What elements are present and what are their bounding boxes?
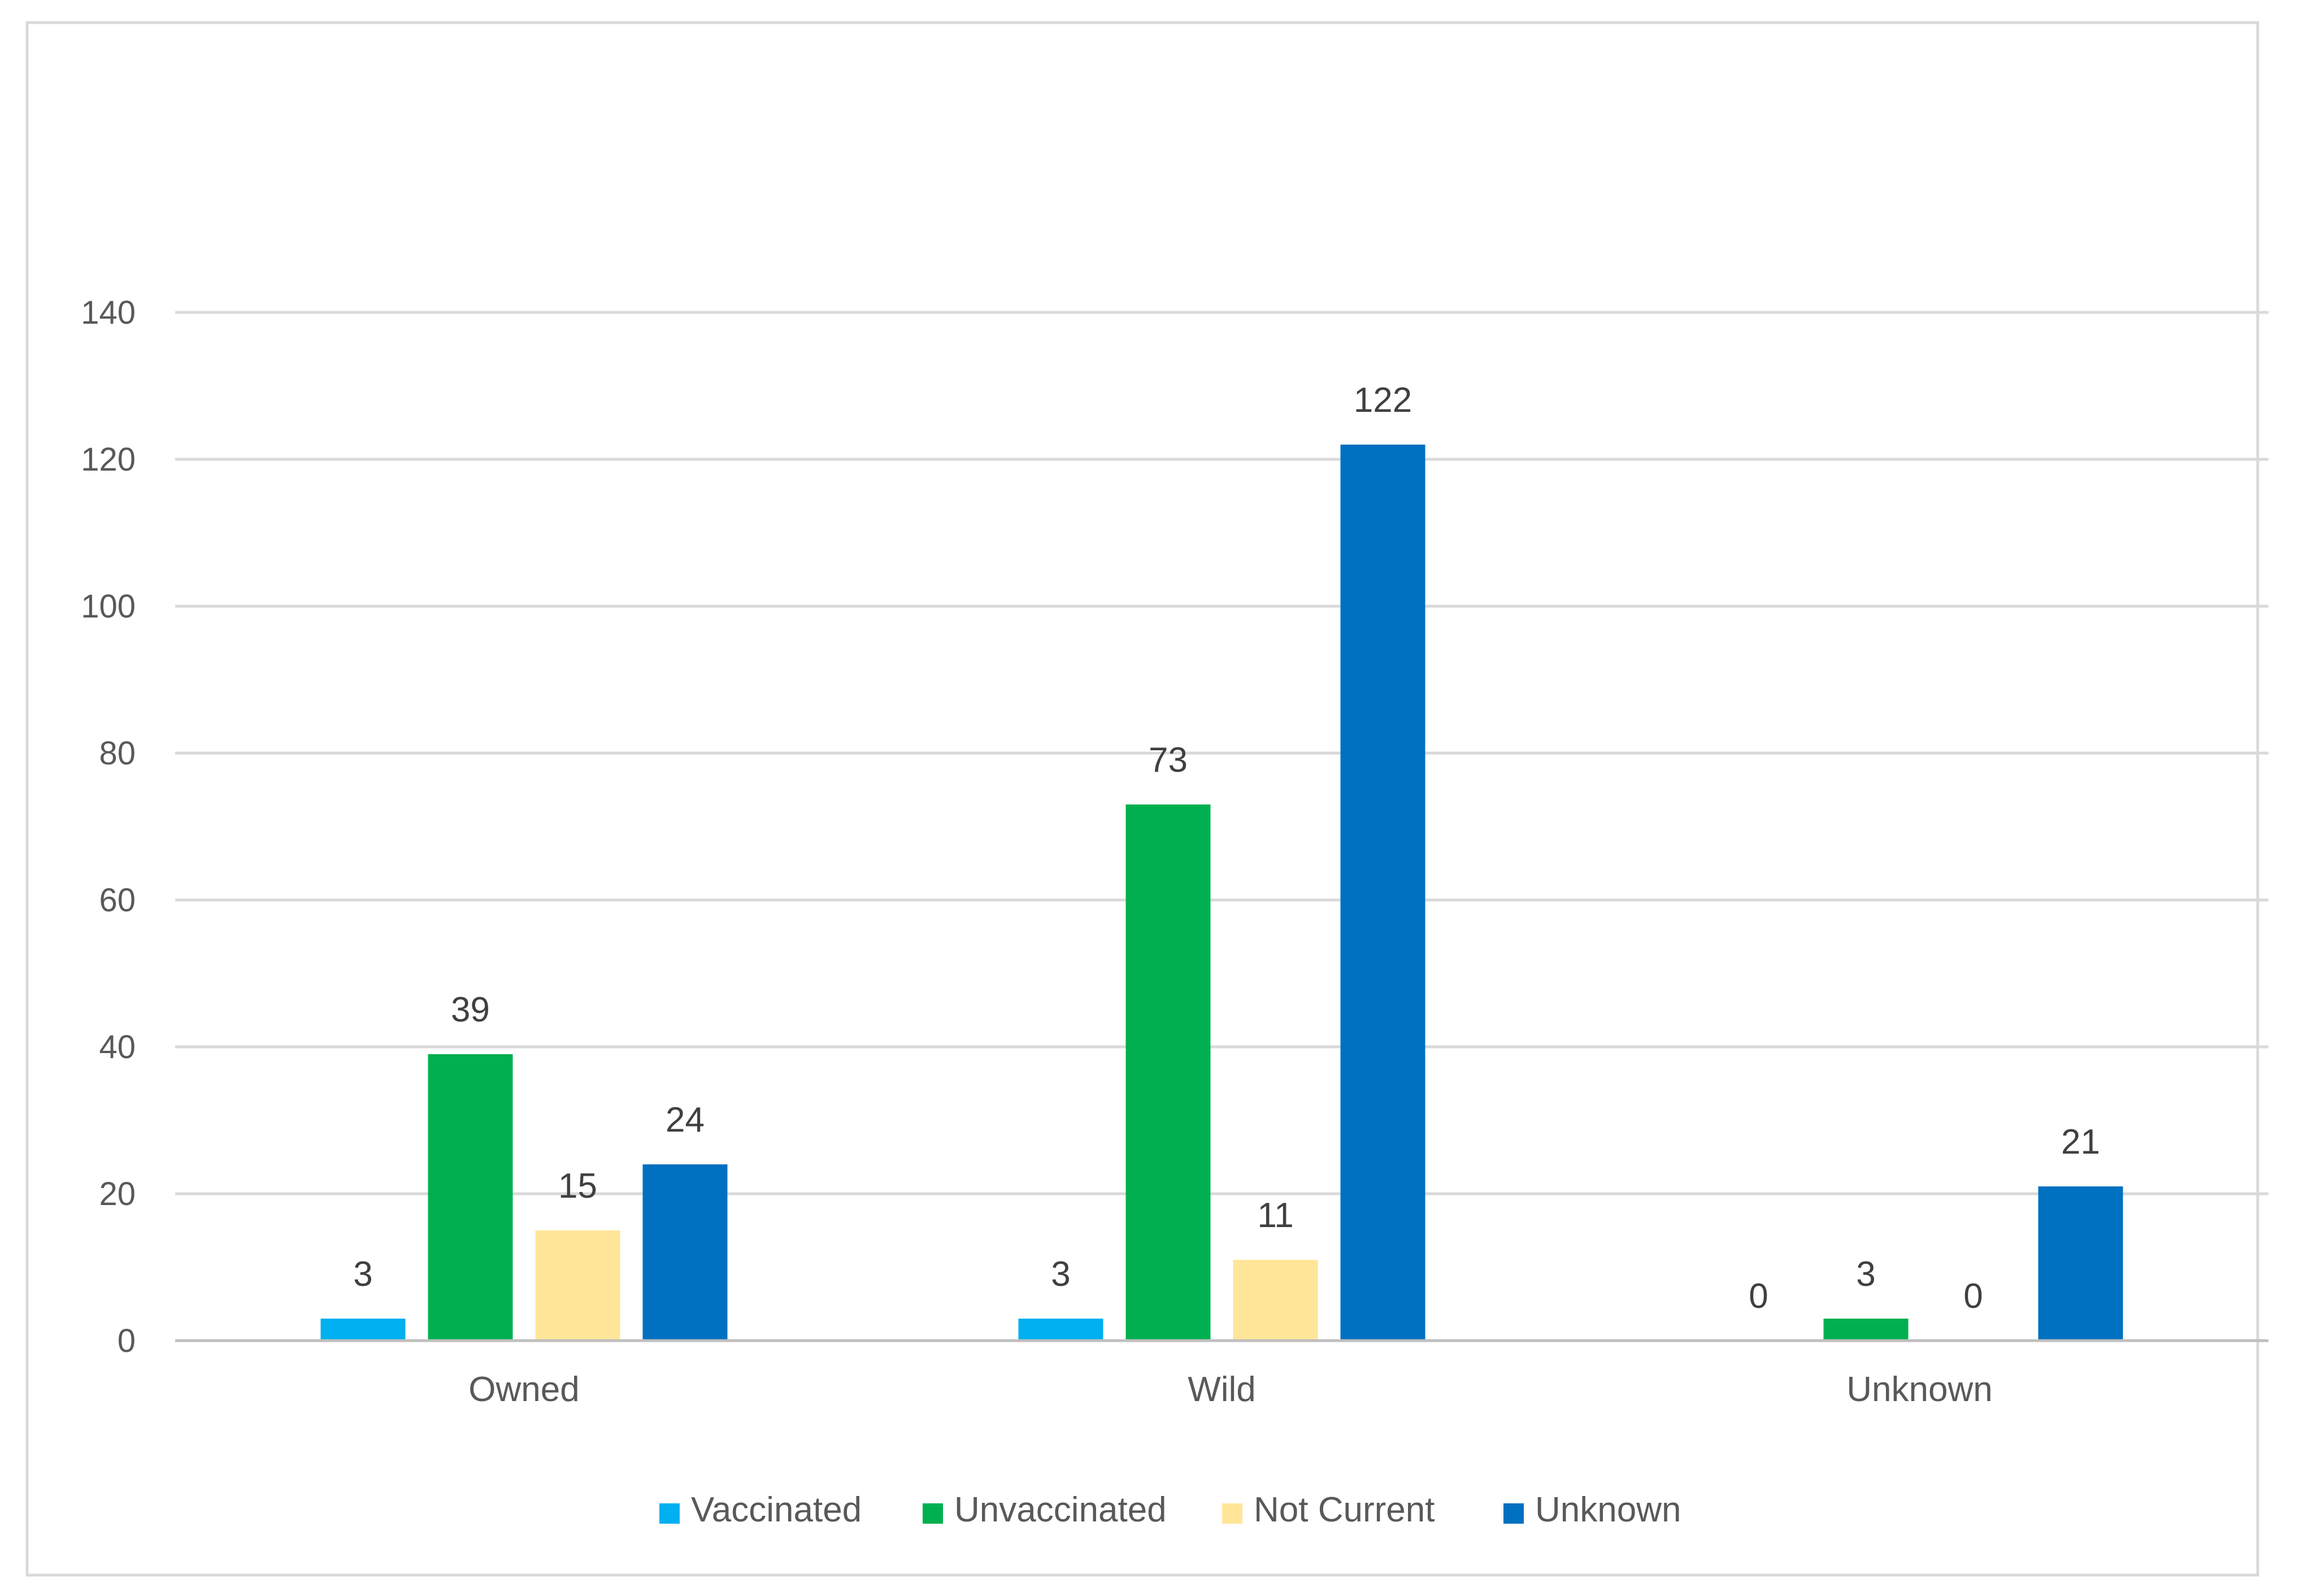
bar-unvaccinated-unknown — [1823, 1319, 1909, 1341]
legend-item-unknown: Unknown — [1503, 1490, 1681, 1529]
legend-label: Not Current — [1254, 1490, 1435, 1529]
x-axis-category-labels: Owned Wild Unknown — [468, 1370, 1992, 1409]
data-label: 0 — [1963, 1277, 1983, 1316]
legend-item-vaccinated: Vaccinated — [659, 1490, 862, 1529]
bar-not-current-owned — [535, 1230, 620, 1341]
legend-swatch — [923, 1503, 943, 1524]
data-label: 39 — [451, 990, 490, 1029]
legend-swatch — [659, 1503, 680, 1524]
data-label: 0 — [1749, 1277, 1768, 1316]
legend-label: Unvaccinated — [954, 1490, 1167, 1529]
bar-vaccinated-owned — [320, 1319, 406, 1341]
legend-label: Vaccinated — [691, 1490, 862, 1529]
bar-vaccinated-wild — [1018, 1319, 1103, 1341]
data-label: 21 — [2061, 1123, 2100, 1162]
y-tick-label: 120 — [81, 441, 136, 478]
data-label: 122 — [1354, 381, 1412, 420]
data-label: 15 — [558, 1167, 597, 1206]
x-category-label: Unknown — [1846, 1370, 1992, 1409]
data-label: 3 — [1051, 1255, 1070, 1294]
data-label: 24 — [666, 1101, 705, 1140]
y-tick-label: 80 — [99, 735, 136, 772]
legend-label: Unknown — [1535, 1490, 1681, 1529]
legend-swatch — [1222, 1503, 1242, 1524]
y-tick-label: 100 — [81, 588, 136, 625]
y-tick-label: 20 — [99, 1176, 136, 1212]
x-category-label: Wild — [1188, 1370, 1256, 1409]
data-label: 3 — [1856, 1255, 1875, 1294]
bar-unknown-wild — [1340, 445, 1425, 1341]
bar-unknown-unknown — [2038, 1186, 2123, 1341]
bar-unvaccinated-owned — [428, 1054, 513, 1341]
data-labels: 3 39 15 24 3 73 11 122 0 3 0 21 — [353, 381, 2100, 1316]
y-tick-label: 60 — [99, 882, 136, 919]
y-tick-label: 0 — [118, 1323, 136, 1359]
y-tick-label: 140 — [81, 294, 136, 331]
legend-item-unvaccinated: Unvaccinated — [923, 1490, 1167, 1529]
gridlines — [175, 311, 2268, 1195]
data-label: 11 — [1257, 1196, 1293, 1235]
data-label: 73 — [1149, 741, 1188, 780]
chart-border — [25, 21, 2259, 1577]
y-axis-tick-labels: 0 20 40 60 80 100 120 140 — [81, 294, 136, 1359]
legend: Vaccinated Unvaccinated Not Current Unknown — [659, 1490, 1681, 1529]
legend-swatch — [1503, 1503, 1524, 1524]
bar-unknown-owned — [642, 1164, 728, 1341]
x-category-label: Owned — [468, 1370, 579, 1409]
bars — [320, 445, 2123, 1341]
legend-item-not-current: Not Current — [1222, 1490, 1435, 1529]
data-label: 3 — [353, 1255, 372, 1294]
bar-unvaccinated-wild — [1125, 804, 1211, 1341]
y-tick-label: 40 — [99, 1029, 136, 1066]
bar-not-current-wild — [1233, 1260, 1318, 1341]
